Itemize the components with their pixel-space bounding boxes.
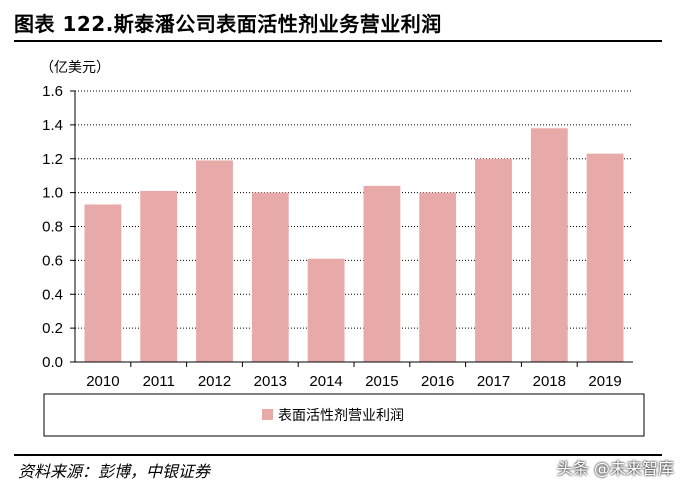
bar-2019 (586, 153, 624, 362)
bar-2011 (140, 190, 178, 362)
y-tick-label-5: 1.0 (42, 185, 63, 202)
y-tick-label-8: 1.6 (42, 83, 63, 100)
bar-2017 (475, 158, 512, 362)
source-note: 资料来源：彭博，中银证券 (18, 462, 211, 481)
x-axis-tick-labels: 2010 2011 2012 2013 2014 2015 2016 2017 2018 2019 (86, 362, 622, 390)
x-tick-label-2010: 2010 (86, 373, 119, 390)
legend-swatch (262, 409, 273, 420)
bar-2018 (530, 128, 568, 362)
x-tick-label-2018: 2018 (533, 373, 566, 390)
bar-chart: （亿美元） 0.00.20.40.60.81.01.21.41.6 2010 20… (40, 60, 645, 437)
x-tick-label-2012: 2012 (198, 373, 231, 390)
x-tick-label-2016: 2016 (421, 373, 454, 390)
y-tick-label-1: 0.2 (42, 320, 63, 337)
y-tick-label-6: 1.2 (42, 151, 63, 168)
x-tick-label-2019: 2019 (588, 373, 621, 390)
x-tick-label-2015: 2015 (365, 373, 398, 390)
footer-divider (14, 454, 662, 456)
page-title: 图表 122.斯泰潘公司表面活性剂业务营业利润 (14, 12, 442, 36)
y-tick-label-0: 0.0 (42, 354, 63, 371)
title-divider (14, 40, 662, 42)
x-tick-label-2013: 2013 (254, 373, 287, 390)
y-tick-label-4: 0.8 (42, 219, 63, 236)
x-tick-label-2014: 2014 (309, 373, 342, 390)
bar-2016 (419, 192, 457, 362)
watermark-main: @未来智库 (593, 459, 674, 478)
y-axis-unit-label: （亿美元） (40, 60, 110, 76)
y-tick-label-2: 0.4 (42, 286, 63, 303)
y-tick-label-3: 0.6 (42, 252, 63, 269)
bar-series (84, 128, 624, 362)
legend-box (43, 393, 645, 437)
bar-2014 (307, 258, 345, 362)
bar-2015 (363, 185, 401, 362)
watermark: 头条 @未来智库 (557, 455, 674, 479)
bar-2010 (84, 204, 122, 362)
y-axis-tick-labels: 0.0 0.2 0.4 0.6 0.8 1.0 1.2 1.4 1.6 (42, 83, 75, 371)
x-tick-label-2017: 2017 (477, 373, 510, 390)
bar-2012 (196, 160, 233, 362)
watermark-prefix: 头条 (556, 459, 594, 478)
y-tick-label-7: 1.4 (42, 117, 63, 134)
bar-2013 (251, 192, 289, 362)
legend-label: 表面活性剂营业利润 (278, 408, 404, 424)
x-tick-label-2011: 2011 (143, 373, 175, 390)
